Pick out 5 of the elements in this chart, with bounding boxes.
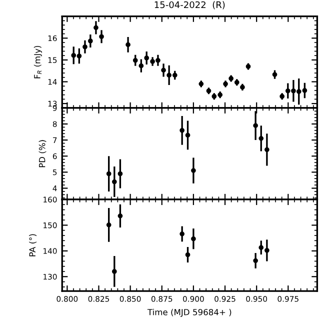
y-axis-title: PD (%) — [38, 140, 46, 168]
y-axis-title: F$_{R}$ (mJy) — [34, 46, 42, 78]
chart-title: 15-04-2022 (R) — [154, 1, 225, 10]
y-axis-title: PA (°) — [29, 234, 36, 256]
x-axis-title: Time (MJD 59684+ ) — [147, 308, 232, 317]
